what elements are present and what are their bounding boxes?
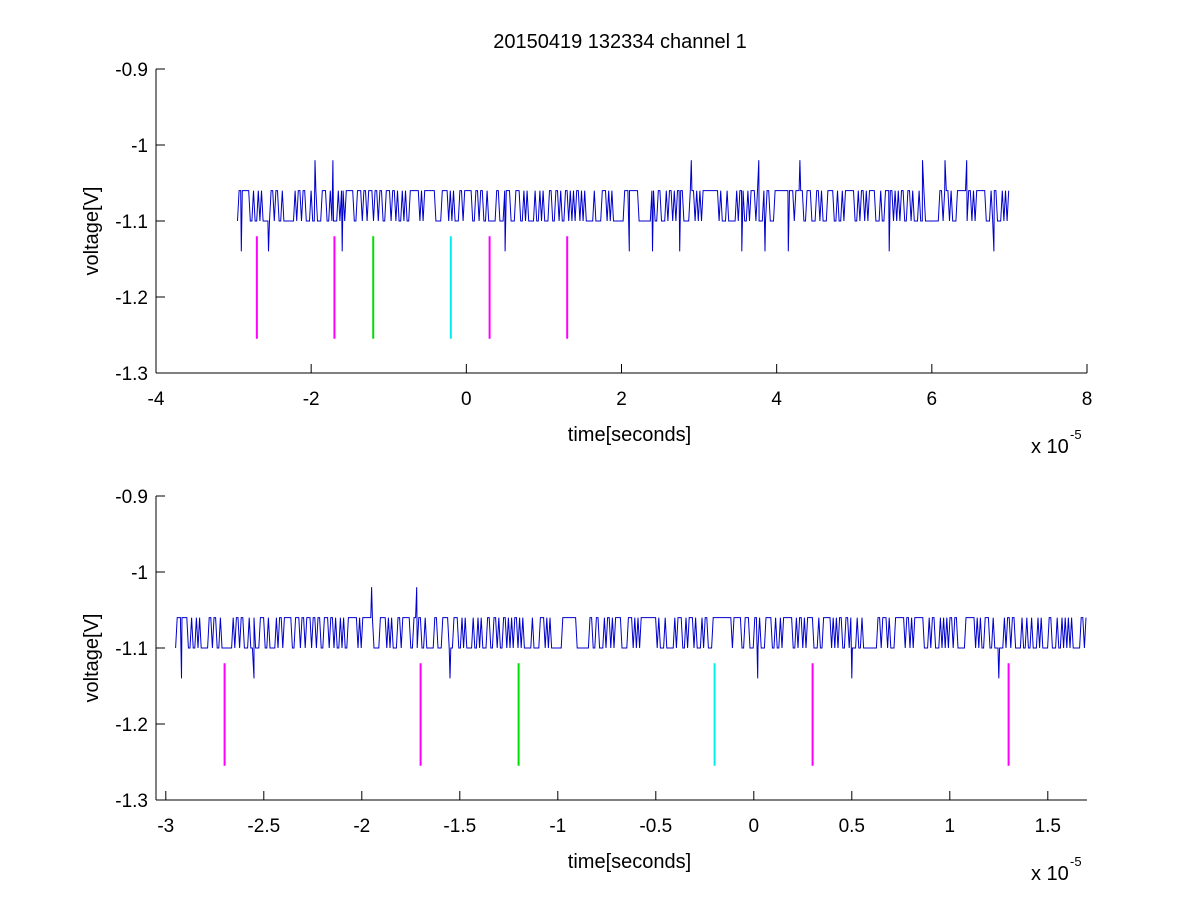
x-tick-label: 8 xyxy=(1082,389,1093,410)
y-tick-label: -1.1 xyxy=(115,639,148,660)
voltage-trace xyxy=(175,587,1087,679)
x-multiplier-exponent: -5 xyxy=(1070,427,1082,442)
x-tick-label: 0 xyxy=(461,389,472,410)
x-axis-label: time[seconds] xyxy=(568,424,691,446)
y-axis-label: voltage[V] xyxy=(81,187,103,276)
y-tick-label: -1 xyxy=(131,136,148,157)
x-multiplier-label: x 10 xyxy=(1031,436,1069,458)
x-tick-label: -1 xyxy=(549,816,566,837)
y-tick-label: -0.9 xyxy=(115,60,148,81)
x-tick-label: -4 xyxy=(148,389,165,410)
x-tick-label: 2 xyxy=(616,389,627,410)
x-multiplier-exponent: -5 xyxy=(1070,854,1082,869)
x-tick-label: 0.5 xyxy=(839,816,865,837)
x-tick-label: -0.5 xyxy=(639,816,672,837)
y-tick-label: -0.9 xyxy=(115,487,148,508)
figure-title: 20150419 132334 channel 1 xyxy=(493,31,747,53)
y-tick-label: -1 xyxy=(131,563,148,584)
bottom-plot-axes: -1.3 -1.2 -1.1 -1 -0.9 -3 -2.5 -2 -1.5 -1 -0.5 0 0.5… xyxy=(81,487,1087,885)
y-tick-label: -1.3 xyxy=(115,791,148,812)
y-axis-label: voltage[V] xyxy=(81,614,103,703)
y-tick-label: -1.3 xyxy=(115,364,148,385)
x-axis-label: time[seconds] xyxy=(568,851,691,873)
x-tick-label: 0 xyxy=(749,816,760,837)
y-tick-label: -1.2 xyxy=(115,715,148,736)
x-tick-label: -2 xyxy=(353,816,370,837)
x-multiplier-label: x 10 xyxy=(1031,863,1069,885)
y-tick-label: -1.1 xyxy=(115,212,148,233)
x-tick-label: -2 xyxy=(303,389,320,410)
x-tick-label: 1.5 xyxy=(1035,816,1061,837)
x-tick-label: 6 xyxy=(927,389,938,410)
x-tick-label: -1.5 xyxy=(443,816,476,837)
x-tick-label: 1 xyxy=(945,816,956,837)
top-plot-axes: -1.3 -1.2 -1.1 -1 -0.9 -4 -2 0 2 4 6 8 time[seconds]… xyxy=(81,60,1092,458)
x-tick-label: -2.5 xyxy=(247,816,280,837)
x-tick-label: -3 xyxy=(157,816,174,837)
voltage-trace xyxy=(237,160,1010,252)
y-tick-label: -1.2 xyxy=(115,288,148,309)
x-tick-label: 4 xyxy=(771,389,782,410)
